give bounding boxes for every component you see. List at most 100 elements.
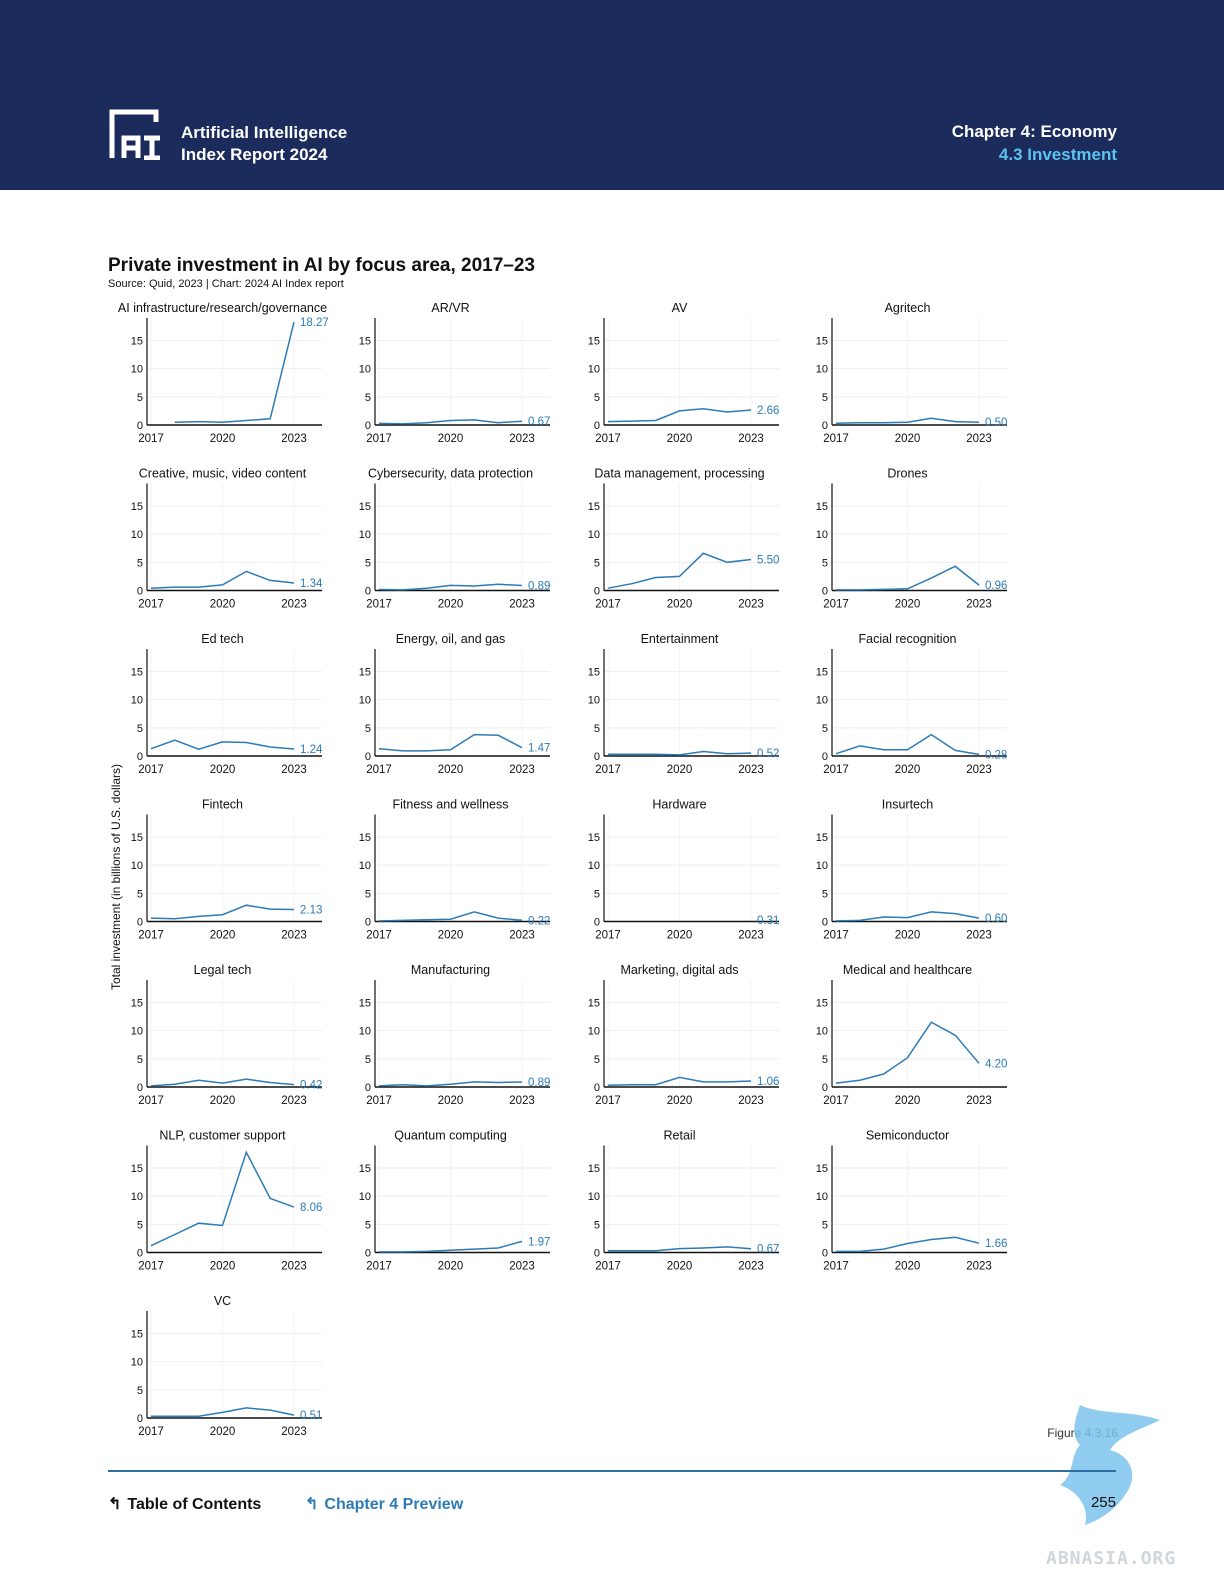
y-tick-label: 5: [137, 888, 143, 900]
y-tick-label: 15: [588, 1163, 600, 1175]
data-label: 1.24: [300, 744, 323, 756]
data-label: 1.97: [528, 1236, 550, 1248]
series-line: [607, 1076, 752, 1087]
x-tick-label: 2023: [509, 764, 535, 776]
x-tick-label: 2020: [438, 1095, 464, 1107]
data-label: 0.96: [985, 580, 1007, 592]
y-tick-label: 15: [131, 336, 143, 348]
panel-title: Energy, oil, and gas: [396, 632, 506, 646]
series-line: [608, 750, 752, 756]
data-label: 0.22: [528, 915, 550, 927]
y-tick-label: 15: [359, 501, 371, 513]
y-tick-label: 15: [359, 998, 371, 1010]
x-tick-label: 2017: [138, 433, 164, 445]
y-tick-label: 10: [359, 860, 371, 872]
x-tick-label: 2020: [667, 1095, 693, 1107]
x-tick-label: 2023: [281, 1426, 307, 1438]
x-tick-label: 2020: [667, 764, 693, 776]
x-tick-label: 2023: [966, 1261, 992, 1273]
x-tick-label: 2020: [438, 599, 464, 611]
y-tick-label: 5: [594, 392, 600, 404]
chapter-title: Chapter 4: Economy: [951, 122, 1117, 141]
x-tick-label: 2017: [366, 1261, 392, 1273]
y-tick-label: 0: [365, 1082, 371, 1094]
series-line: [835, 417, 980, 425]
y-tick-label: 0: [137, 751, 143, 763]
brand-line1: Artificial Intelligence: [181, 123, 348, 142]
y-tick-label: 10: [131, 364, 143, 376]
y-tick-label: 10: [816, 364, 828, 376]
x-tick-label: 2023: [281, 433, 307, 445]
series-line: [835, 1021, 980, 1084]
x-tick-label: 2023: [509, 1261, 535, 1273]
y-tick-label: 10: [588, 860, 600, 872]
x-tick-label: 2020: [210, 764, 236, 776]
panel-title: Drones: [887, 467, 927, 481]
y-tick-label: 5: [365, 1219, 371, 1231]
series-line: [836, 1236, 980, 1253]
y-tick-label: 5: [594, 1219, 600, 1231]
x-tick-label: 2020: [667, 433, 693, 445]
data-label: 8.06: [300, 1202, 322, 1214]
series-line: [150, 739, 295, 750]
y-tick-label: 5: [365, 723, 371, 735]
x-tick-label: 2020: [210, 599, 236, 611]
panel-title: Fintech: [202, 798, 243, 812]
x-tick-label: 2023: [281, 930, 307, 942]
panel-title: Insurtech: [882, 798, 933, 812]
y-tick-label: 15: [816, 501, 828, 513]
series-line: [150, 1150, 295, 1247]
data-label: 5.50: [757, 555, 779, 567]
y-tick-label: 5: [822, 392, 828, 404]
panel-title: Manufacturing: [411, 963, 490, 977]
x-tick-label: 2020: [895, 433, 921, 445]
y-tick-label: 0: [822, 917, 828, 929]
x-tick-label: 2023: [738, 1261, 764, 1273]
series-line: [150, 570, 295, 589]
y-tick-label: 15: [131, 667, 143, 679]
x-tick-label: 2017: [823, 433, 849, 445]
y-tick-label: 15: [131, 832, 143, 844]
chapter-preview-link[interactable]: ↰ Chapter 4 Preview: [305, 1494, 463, 1514]
data-label: 1.47: [528, 743, 550, 755]
panel-title: Entertainment: [641, 632, 719, 646]
table-of-contents-link[interactable]: ↰ Table of Contents: [108, 1494, 261, 1514]
y-tick-label: 15: [588, 667, 600, 679]
x-tick-label: 2017: [138, 599, 164, 611]
brand-title: Artificial Intelligence Index Report 202…: [181, 122, 347, 166]
series-line: [150, 904, 295, 920]
x-tick-label: 2017: [366, 930, 392, 942]
y-tick-label: 10: [131, 1026, 143, 1038]
data-label: 0.51: [300, 1410, 322, 1422]
x-tick-label: 2020: [895, 1095, 921, 1107]
series-line: [378, 733, 523, 752]
x-tick-label: 2020: [895, 1261, 921, 1273]
y-tick-label: 0: [594, 751, 600, 763]
return-arrow-icon: ↰: [108, 1496, 122, 1513]
x-tick-label: 2020: [438, 764, 464, 776]
data-label: 0.28: [985, 749, 1007, 761]
x-tick-label: 2017: [366, 764, 392, 776]
y-tick-label: 15: [816, 336, 828, 348]
griffin-watermark-icon: [1060, 1405, 1160, 1525]
series-line: [835, 733, 980, 756]
y-tick-label: 0: [594, 1082, 600, 1094]
x-tick-label: 2023: [509, 930, 535, 942]
x-tick-label: 2023: [509, 599, 535, 611]
y-tick-label: 10: [588, 1191, 600, 1203]
data-label: 0.67: [528, 416, 550, 428]
y-tick-label: 10: [359, 529, 371, 541]
x-tick-label: 2023: [281, 1261, 307, 1273]
x-tick-label: 2017: [595, 599, 621, 611]
y-tick-label: 5: [365, 392, 371, 404]
series-line: [378, 1081, 523, 1087]
x-tick-label: 2023: [738, 433, 764, 445]
y-tick-label: 0: [365, 1248, 371, 1260]
x-tick-label: 2017: [823, 599, 849, 611]
y-tick-label: 5: [137, 1054, 143, 1066]
y-tick-label: 10: [816, 695, 828, 707]
y-tick-label: 0: [822, 586, 828, 598]
x-tick-label: 2017: [138, 1261, 164, 1273]
x-tick-label: 2017: [595, 1261, 621, 1273]
data-label: 0.89: [528, 580, 550, 592]
